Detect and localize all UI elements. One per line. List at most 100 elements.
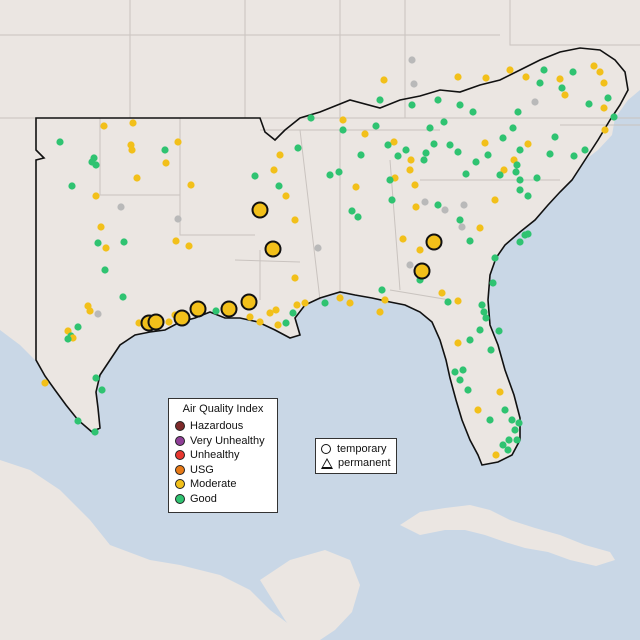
moderate-monitor-marker[interactable]: [361, 130, 369, 138]
good-monitor-marker[interactable]: [509, 124, 517, 132]
moderate-monitor-marker[interactable]: [407, 156, 415, 164]
good-monitor-marker[interactable]: [354, 213, 362, 221]
moderate-monitor-marker[interactable]: [102, 244, 110, 252]
moderate-monitor-marker[interactable]: [336, 294, 344, 302]
temporary-moderate-monitor-marker[interactable]: [240, 293, 258, 311]
good-monitor-marker[interactable]: [496, 171, 504, 179]
good-monitor-marker[interactable]: [451, 368, 459, 376]
moderate-monitor-marker[interactable]: [282, 192, 290, 200]
good-monitor-marker[interactable]: [120, 238, 128, 246]
moderate-monitor-marker[interactable]: [454, 339, 462, 347]
good-monitor-marker[interactable]: [499, 134, 507, 142]
good-monitor-marker[interactable]: [495, 327, 503, 335]
temporary-moderate-monitor-marker[interactable]: [251, 201, 269, 219]
good-monitor-marker[interactable]: [505, 436, 513, 444]
good-monitor-marker[interactable]: [462, 170, 470, 178]
no-data-monitor-marker[interactable]: [117, 203, 125, 211]
good-monitor-marker[interactable]: [282, 319, 290, 327]
moderate-monitor-marker[interactable]: [390, 138, 398, 146]
moderate-monitor-marker[interactable]: [274, 321, 282, 329]
moderate-monitor-marker[interactable]: [496, 388, 504, 396]
moderate-monitor-marker[interactable]: [100, 122, 108, 130]
good-monitor-marker[interactable]: [101, 266, 109, 274]
good-monitor-marker[interactable]: [585, 100, 593, 108]
no-data-monitor-marker[interactable]: [94, 310, 102, 318]
moderate-monitor-marker[interactable]: [412, 203, 420, 211]
moderate-monitor-marker[interactable]: [380, 76, 388, 84]
good-monitor-marker[interactable]: [326, 171, 334, 179]
good-monitor-marker[interactable]: [516, 186, 524, 194]
temporary-moderate-monitor-marker[interactable]: [220, 300, 238, 318]
moderate-monitor-marker[interactable]: [524, 140, 532, 148]
moderate-monitor-marker[interactable]: [172, 237, 180, 245]
good-monitor-marker[interactable]: [289, 309, 297, 317]
moderate-monitor-marker[interactable]: [346, 299, 354, 307]
good-monitor-marker[interactable]: [466, 237, 474, 245]
moderate-monitor-marker[interactable]: [474, 406, 482, 414]
good-monitor-marker[interactable]: [516, 238, 524, 246]
moderate-monitor-marker[interactable]: [187, 181, 195, 189]
moderate-monitor-marker[interactable]: [454, 73, 462, 81]
moderate-monitor-marker[interactable]: [128, 146, 136, 154]
moderate-monitor-marker[interactable]: [438, 289, 446, 297]
good-monitor-marker[interactable]: [434, 201, 442, 209]
moderate-monitor-marker[interactable]: [596, 68, 604, 76]
moderate-monitor-marker[interactable]: [293, 301, 301, 309]
good-monitor-marker[interactable]: [56, 138, 64, 146]
good-monitor-marker[interactable]: [68, 182, 76, 190]
good-monitor-marker[interactable]: [339, 126, 347, 134]
good-monitor-marker[interactable]: [512, 168, 520, 176]
good-monitor-marker[interactable]: [476, 326, 484, 334]
moderate-monitor-marker[interactable]: [454, 297, 462, 305]
good-monitor-marker[interactable]: [348, 207, 356, 215]
good-monitor-marker[interactable]: [426, 124, 434, 132]
good-monitor-marker[interactable]: [456, 376, 464, 384]
good-monitor-marker[interactable]: [569, 68, 577, 76]
good-monitor-marker[interactable]: [499, 441, 507, 449]
good-monitor-marker[interactable]: [466, 336, 474, 344]
moderate-monitor-marker[interactable]: [246, 313, 254, 321]
moderate-monitor-marker[interactable]: [92, 192, 100, 200]
moderate-monitor-marker[interactable]: [165, 318, 173, 326]
good-monitor-marker[interactable]: [251, 172, 259, 180]
good-monitor-marker[interactable]: [456, 216, 464, 224]
good-monitor-marker[interactable]: [558, 84, 566, 92]
moderate-monitor-marker[interactable]: [381, 296, 389, 304]
good-monitor-marker[interactable]: [434, 96, 442, 104]
good-monitor-marker[interactable]: [459, 366, 467, 374]
good-monitor-marker[interactable]: [378, 286, 386, 294]
moderate-monitor-marker[interactable]: [601, 126, 609, 134]
good-monitor-marker[interactable]: [508, 416, 516, 424]
moderate-monitor-marker[interactable]: [256, 318, 264, 326]
good-monitor-marker[interactable]: [456, 101, 464, 109]
moderate-monitor-marker[interactable]: [133, 174, 141, 182]
no-data-monitor-marker[interactable]: [410, 80, 418, 88]
moderate-monitor-marker[interactable]: [162, 159, 170, 167]
moderate-monitor-marker[interactable]: [339, 116, 347, 124]
good-monitor-marker[interactable]: [98, 386, 106, 394]
good-monitor-marker[interactable]: [74, 323, 82, 331]
moderate-monitor-marker[interactable]: [291, 274, 299, 282]
moderate-monitor-marker[interactable]: [600, 104, 608, 112]
moderate-monitor-marker[interactable]: [416, 246, 424, 254]
temporary-moderate-monitor-marker[interactable]: [189, 300, 207, 318]
good-monitor-marker[interactable]: [513, 161, 521, 169]
moderate-monitor-marker[interactable]: [590, 62, 598, 70]
good-monitor-marker[interactable]: [487, 346, 495, 354]
good-monitor-marker[interactable]: [420, 156, 428, 164]
good-monitor-marker[interactable]: [511, 426, 519, 434]
good-monitor-marker[interactable]: [275, 182, 283, 190]
good-monitor-marker[interactable]: [516, 146, 524, 154]
good-monitor-marker[interactable]: [570, 152, 578, 160]
good-monitor-marker[interactable]: [91, 428, 99, 436]
moderate-monitor-marker[interactable]: [411, 181, 419, 189]
good-monitor-marker[interactable]: [402, 146, 410, 154]
moderate-monitor-marker[interactable]: [522, 73, 530, 81]
moderate-monitor-marker[interactable]: [97, 223, 105, 231]
good-monitor-marker[interactable]: [161, 146, 169, 154]
moderate-monitor-marker[interactable]: [506, 66, 514, 74]
moderate-monitor-marker[interactable]: [352, 183, 360, 191]
good-monitor-marker[interactable]: [546, 150, 554, 158]
